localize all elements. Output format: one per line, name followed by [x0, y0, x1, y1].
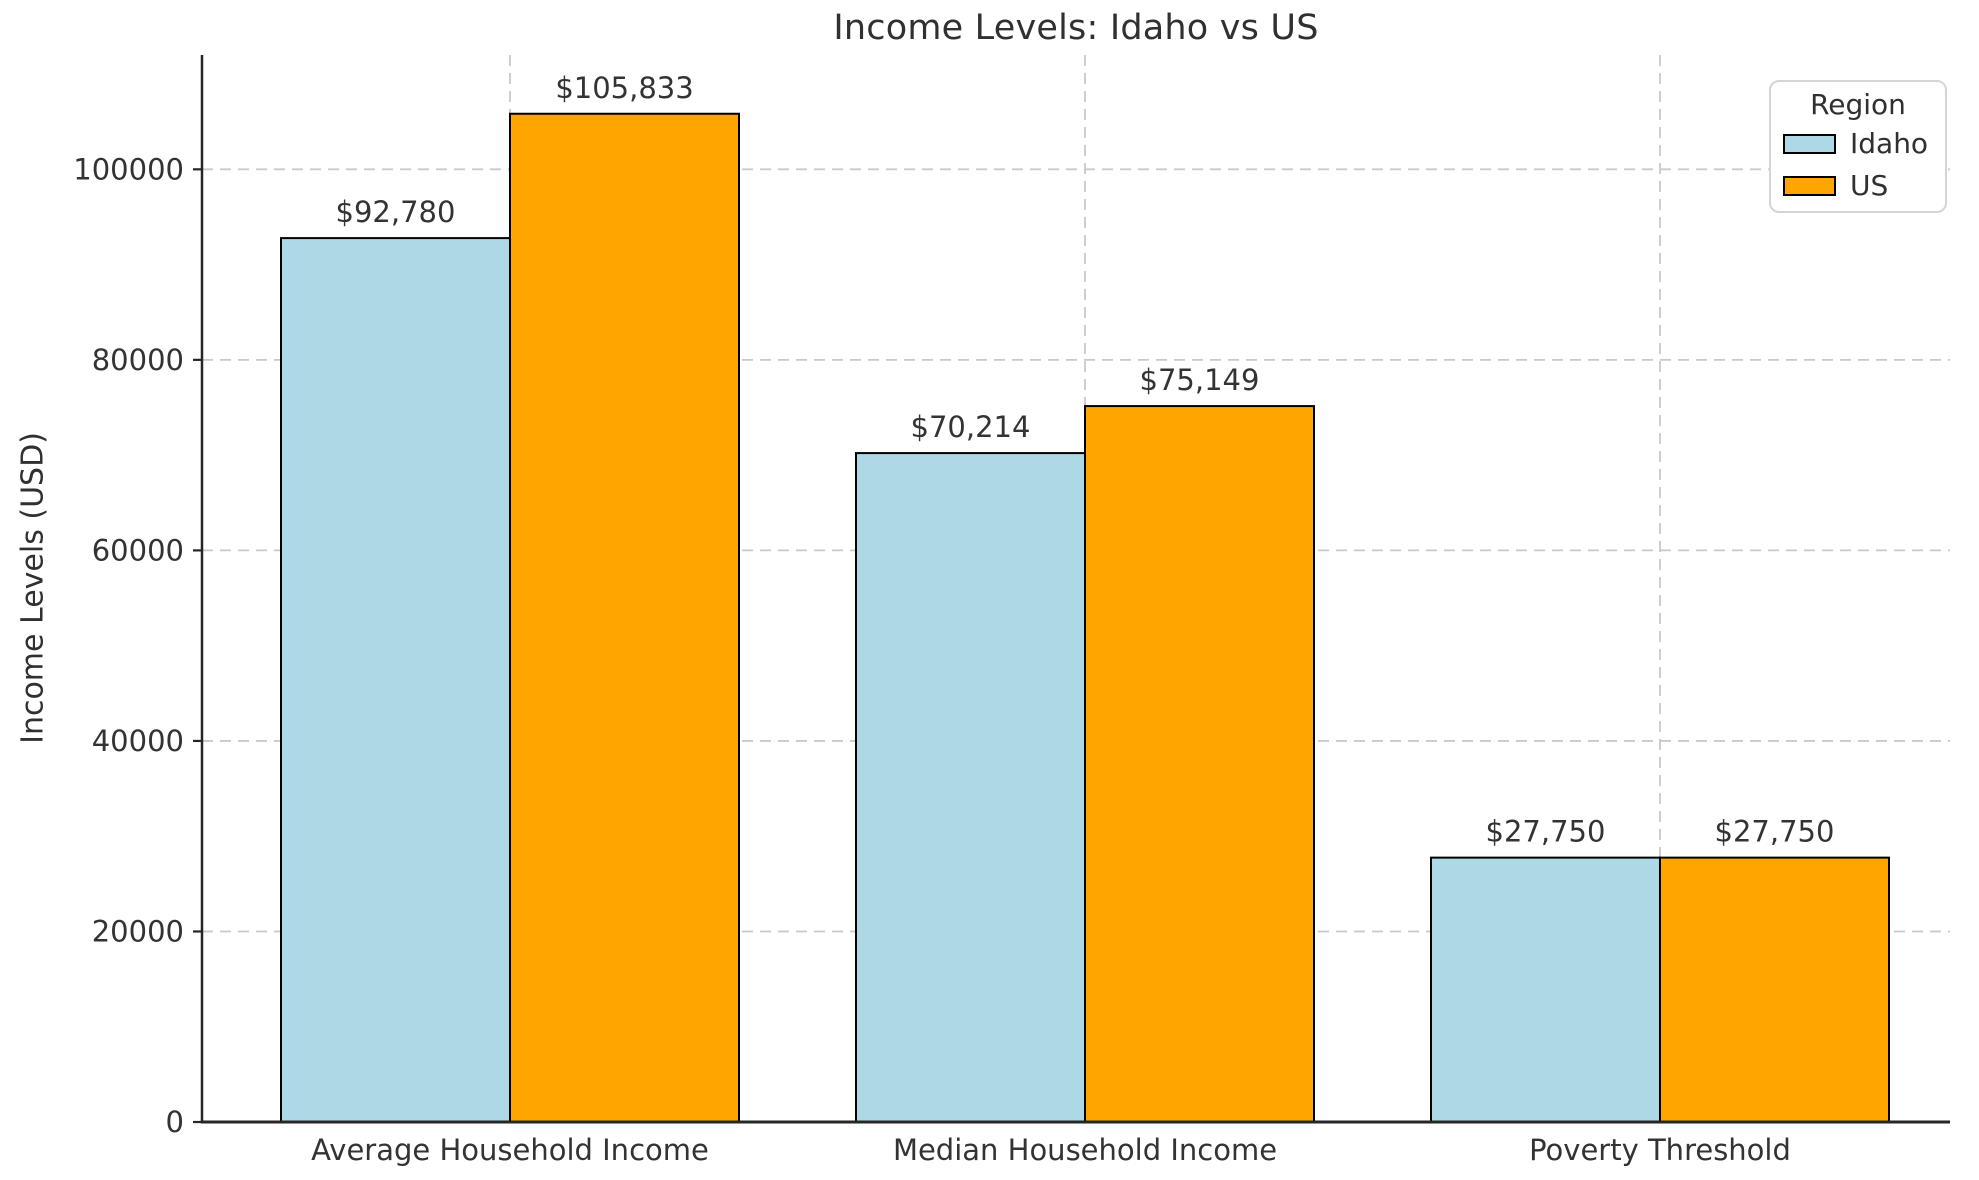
- legend-item-us: US: [1783, 169, 1933, 202]
- legend-item-idaho: Idaho: [1783, 127, 1933, 160]
- chart-title: Income Levels: Idaho vs US: [833, 8, 1319, 48]
- y-tick-label: 60000: [92, 533, 184, 567]
- bar-value-label: $105,833: [555, 71, 693, 105]
- bar-idaho-0: [280, 237, 511, 1124]
- x-category-label: Median Household Income: [893, 1133, 1277, 1167]
- legend-label-us: US: [1850, 169, 1889, 202]
- legend-swatch-us-icon: [1783, 175, 1836, 196]
- y-tick-label: 80000: [92, 343, 184, 377]
- y-tick-label: 0: [166, 1105, 184, 1139]
- bar-us-2: [1659, 856, 1890, 1124]
- legend-label-idaho: Idaho: [1850, 127, 1929, 160]
- legend: Region Idaho US: [1769, 80, 1947, 213]
- y-tick-label: 40000: [92, 724, 184, 758]
- bar-idaho-2: [1430, 856, 1661, 1124]
- x-category-label: Poverty Threshold: [1529, 1133, 1791, 1167]
- bar-value-label: $27,750: [1715, 815, 1835, 849]
- bar-value-label: $92,780: [336, 195, 456, 229]
- bar-value-label: $70,214: [911, 410, 1031, 444]
- y-tick-label: 20000: [92, 914, 184, 948]
- legend-title: Region: [1810, 88, 1906, 121]
- bar-us-0: [509, 112, 740, 1123]
- bar-value-label: $75,149: [1140, 363, 1260, 397]
- bar-value-label: $27,750: [1486, 815, 1606, 849]
- legend-swatch-idaho-icon: [1783, 133, 1836, 154]
- bar-us-1: [1084, 405, 1315, 1123]
- x-category-label: Average Household Income: [311, 1133, 709, 1167]
- y-tick-label: 100000: [73, 152, 184, 186]
- bar-idaho-1: [855, 452, 1086, 1124]
